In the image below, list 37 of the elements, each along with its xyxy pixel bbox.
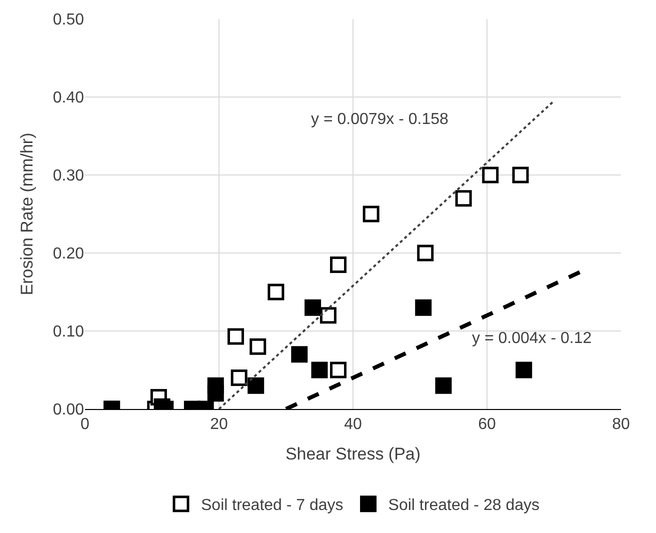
x-tick-label: 80 xyxy=(612,416,630,434)
point xyxy=(230,370,248,386)
point xyxy=(516,362,532,378)
point xyxy=(291,346,308,363)
point xyxy=(250,338,266,355)
point xyxy=(417,244,434,262)
annotation: y = 0.004x - 0.12 xyxy=(472,330,592,347)
annotation: y = 0.0079x - 0.158 xyxy=(311,111,449,128)
x-axis-title: Shear Stress (Pa) xyxy=(285,444,421,464)
point xyxy=(268,284,284,300)
legend-label: Soil treated - 28 days xyxy=(388,497,540,514)
point xyxy=(320,307,336,324)
y-tick-label: 0.10 xyxy=(52,324,84,341)
point xyxy=(228,328,244,345)
y-tick-label: 0.30 xyxy=(52,168,84,185)
y-tick-label: 0.00 xyxy=(52,402,84,419)
point xyxy=(311,362,328,378)
point xyxy=(330,256,347,273)
y-tick-label: 0.50 xyxy=(52,12,84,29)
point xyxy=(330,362,347,378)
x-tick-label: 60 xyxy=(478,416,496,434)
point xyxy=(482,166,499,184)
point xyxy=(512,166,529,184)
point xyxy=(207,377,224,394)
point xyxy=(435,377,452,394)
x-tick-label: 40 xyxy=(344,416,362,434)
y-tick-label: 0.20 xyxy=(52,246,84,263)
point xyxy=(362,206,380,222)
legend-label: Soil treated - 7 days xyxy=(201,497,344,514)
y-axis-title: Erosion Rate (mm/hr) xyxy=(17,132,36,296)
point xyxy=(415,299,432,316)
point xyxy=(304,299,322,316)
point xyxy=(455,190,472,207)
point xyxy=(248,377,264,394)
x-tick-label: 0 xyxy=(80,416,90,434)
x-tick-label: 20 xyxy=(210,416,228,434)
y-tick-label: 0.40 xyxy=(52,90,84,107)
